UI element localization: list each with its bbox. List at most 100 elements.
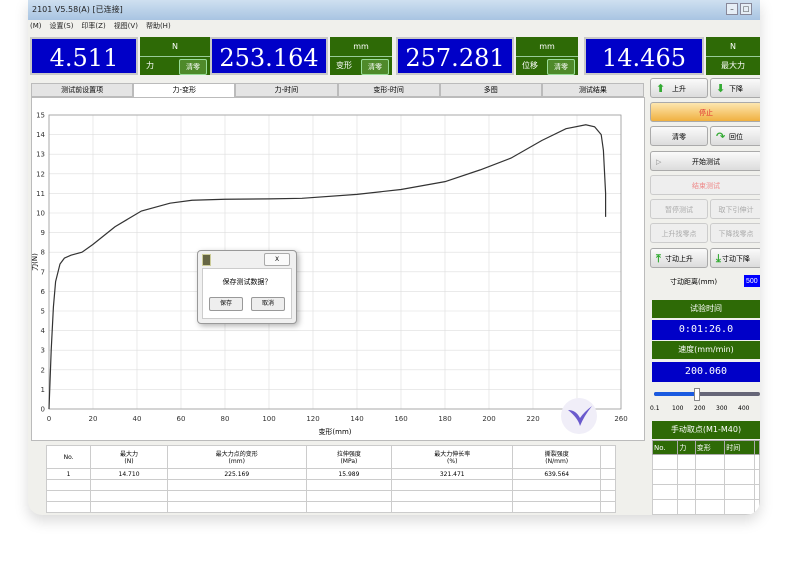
pause-test-button[interactable]: 暂停测试 — [650, 199, 708, 219]
force-unit-box: N 力 清零 — [140, 37, 210, 75]
deformation-readout: 253.164 — [210, 37, 328, 75]
test-time-label: 试验时间 — [652, 300, 760, 318]
jog-up-icon: ⤒ — [656, 252, 661, 265]
x-axis-label: 变形(mm) — [318, 427, 351, 436]
down-find-zero-button[interactable]: 下降找零点 — [710, 223, 760, 243]
up-button[interactable]: ⬆ 上升 — [650, 78, 708, 98]
plot-frame — [48, 114, 622, 410]
dialog-save-button[interactable]: 保存 — [209, 297, 243, 311]
return-button[interactable]: ↷ 回位 — [710, 126, 760, 146]
y-tick-label: 7 — [41, 268, 45, 276]
menu-view[interactable]: 视图(V) — [113, 22, 138, 30]
x-tick-label: 80 — [221, 415, 230, 423]
speed-tick-label: 300 — [716, 405, 728, 412]
window-title: 2101 V5.58(A) [已连接] — [32, 5, 123, 14]
up-find-zero-button[interactable]: 上升找零点 — [650, 223, 708, 243]
speed-tick-label: 400 — [738, 405, 750, 412]
menu-print[interactable]: 印率(Z) — [81, 22, 106, 30]
x-tick-label: 160 — [394, 415, 407, 423]
manual-row — [651, 454, 760, 470]
x-tick-label: 260 — [614, 415, 627, 423]
x-tick-label: 220 — [526, 415, 539, 423]
y-tick-label: 6 — [41, 288, 46, 296]
column-header: No. — [45, 445, 92, 469]
speed-tick-label: 100 — [672, 405, 684, 412]
tab-settings[interactable]: 测试前设置项 — [31, 83, 134, 97]
end-test-button[interactable]: 结束测试 — [650, 175, 760, 195]
table-cell: 15.989 — [305, 468, 393, 480]
title-bar: 2101 V5.58(A) [已连接] – □ — [28, 0, 760, 20]
x-tick-label: 200 — [482, 415, 495, 423]
column-header: 撕裂强度 (N/mm) — [512, 445, 602, 469]
remove-extensometer-button[interactable]: 取下引伸计 — [710, 199, 760, 219]
rotate-icon: ↷ — [716, 130, 726, 143]
force-zero-button[interactable]: 清零 — [179, 59, 207, 75]
zero-button[interactable]: 清零 — [650, 126, 708, 146]
start-test-button[interactable]: ▷ 开始测试 — [650, 151, 760, 171]
table-cell: 225.169 — [166, 468, 307, 480]
manual-column-header: No. — [651, 440, 679, 455]
bird-logo-icon — [561, 398, 597, 434]
y-tick-label: 3 — [41, 347, 45, 355]
tab-bar: 测试前设置项 力-变形 力-时间 变形-时间 多图 测试结果 — [31, 83, 645, 97]
menu-item[interactable]: (M) — [30, 22, 42, 30]
arrow-down-icon: ⬇ — [716, 82, 726, 95]
max-force-label: 最大力 — [721, 61, 745, 70]
y-tick-label: 10 — [36, 210, 45, 218]
save-dialog: X 保存测试数据？ 保存 取消 — [197, 250, 297, 324]
force-deformation-curve — [48, 124, 607, 410]
jog-down-button[interactable]: ⤓ 寸动下降 — [710, 248, 760, 268]
minimize-button[interactable]: – — [726, 3, 738, 15]
menu-settings[interactable]: 设置(S) — [49, 22, 74, 30]
manual-row — [651, 499, 760, 515]
speed-value: 200.060 — [652, 362, 760, 382]
y-tick-label: 8 — [41, 249, 45, 257]
dialog-close-button[interactable]: X — [264, 253, 290, 266]
manual-row — [651, 514, 760, 515]
stop-button[interactable]: 停止 — [650, 102, 760, 122]
tab-results[interactable]: 测试结果 — [541, 83, 645, 97]
force-label: 力 — [146, 61, 154, 70]
tab-force-time[interactable]: 力-时间 — [235, 83, 338, 97]
manual-row — [651, 469, 760, 485]
manual-column-header: 变形 — [694, 440, 726, 455]
manual-column-header: 时间 — [724, 440, 755, 455]
chart-svg: 0204060801001201401601802002202402600123… — [30, 112, 628, 437]
max-force-readout: 14.465 — [584, 37, 704, 75]
tab-force-deformation[interactable]: 力-变形 — [133, 83, 236, 97]
displacement-label: 位移 — [522, 61, 538, 70]
force-unit: N — [140, 37, 210, 57]
dialog-cancel-button[interactable]: 取消 — [251, 297, 285, 311]
menu-help[interactable]: 帮助(H) — [145, 22, 171, 30]
table-row — [45, 479, 616, 491]
deformation-label: 变形 — [336, 61, 352, 70]
y-tick-label: 15 — [36, 112, 45, 120]
table-row: 1 14.710 225.169 15.989 321.471 639.564 — [45, 468, 616, 480]
x-tick-label: 40 — [133, 415, 142, 423]
deformation-zero-button[interactable]: 清零 — [361, 59, 389, 75]
jog-up-button[interactable]: ⤒ 寸动上升 — [650, 248, 708, 268]
app-icon — [202, 254, 211, 266]
down-button[interactable]: ⬇ 下降 — [710, 78, 760, 98]
deformation-unit: mm — [330, 37, 392, 57]
maximize-button[interactable]: □ — [740, 3, 752, 15]
jog-distance-input[interactable] — [744, 275, 760, 287]
displacement-zero-button[interactable]: 清零 — [547, 59, 575, 75]
manual-row — [651, 484, 760, 500]
max-force-unit-box: N 最大力 — [706, 37, 760, 75]
x-tick-label: 100 — [262, 415, 275, 423]
manual-column-header: 力 — [677, 440, 696, 455]
displacement-unit-box: mm 位移 清零 — [516, 37, 578, 75]
x-tick-label: 60 — [177, 415, 186, 423]
table-cell: 1 — [45, 468, 92, 480]
speed-slider[interactable] — [654, 388, 760, 401]
app-window: 2101 V5.58(A) [已连接] – □ (M) 设置(S) 印率(Z) 视图(… — [28, 0, 760, 515]
displacement-readout: 257.281 — [396, 37, 514, 75]
tab-deformation-time[interactable]: 变形-时间 — [337, 83, 440, 97]
tab-multi-chart[interactable]: 多图 — [439, 83, 542, 97]
force-deformation-chart: 0204060801001201401601802002202402600123… — [30, 97, 645, 441]
column-header — [600, 445, 616, 469]
play-icon: ▷ — [656, 158, 662, 166]
y-tick-label: 0 — [41, 406, 45, 414]
speed-tick-label: 200 — [694, 405, 706, 412]
